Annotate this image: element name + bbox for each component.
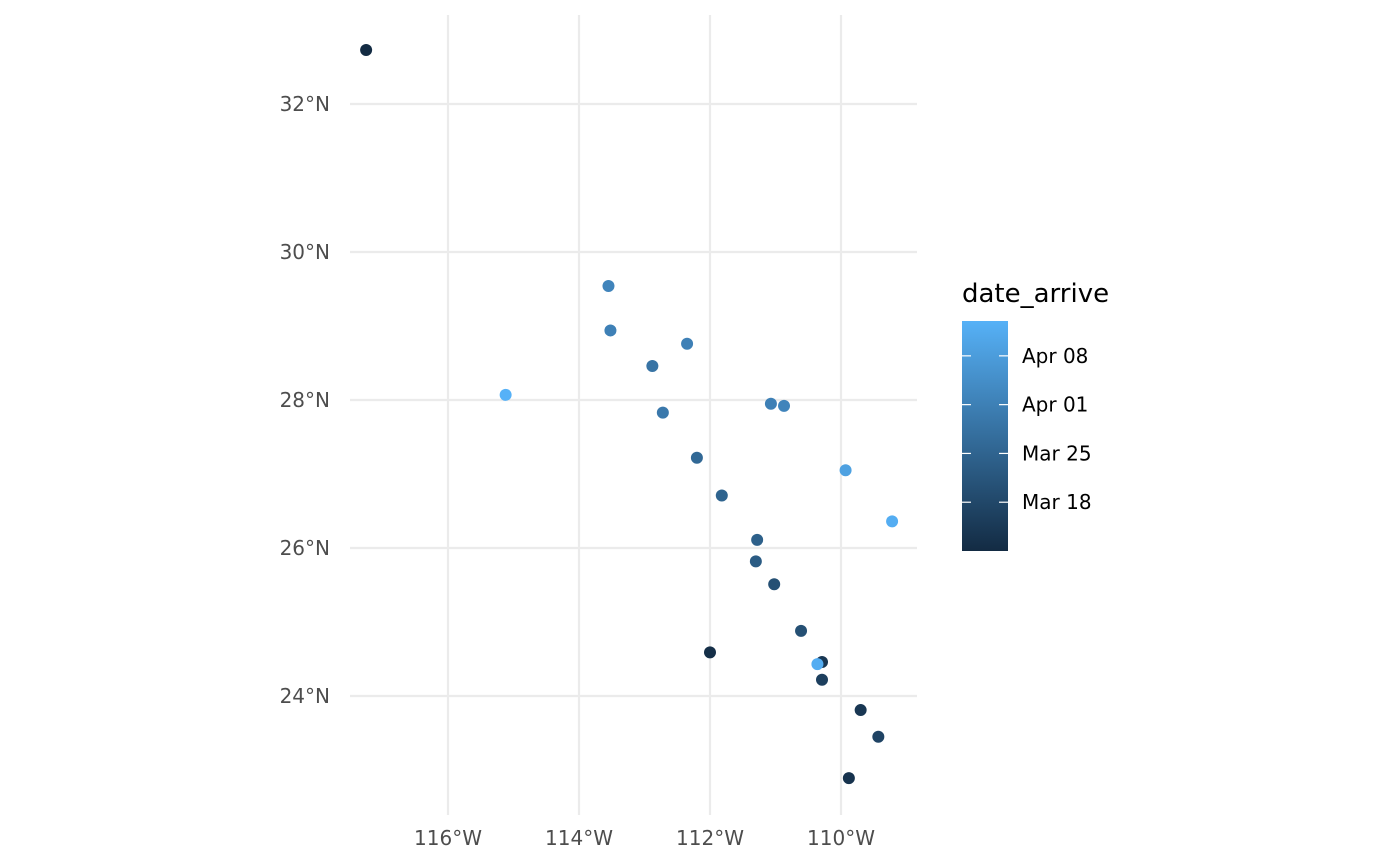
data-point [602, 280, 615, 293]
x-tick-label: 110°W [807, 826, 875, 850]
data-point [764, 397, 777, 410]
legend-label: Mar 25 [1022, 441, 1092, 465]
data-point [768, 578, 781, 591]
data-point [690, 451, 703, 464]
y-tick-label: 26°N [280, 536, 330, 560]
legend-colorbar [962, 321, 1008, 551]
data-point [499, 388, 512, 401]
data-point [778, 399, 791, 412]
data-point [646, 359, 659, 372]
x-tick-label: 114°W [545, 826, 613, 850]
data-point [811, 658, 824, 671]
x-tick-label: 112°W [676, 826, 744, 850]
y-tick-label: 28°N [280, 388, 330, 412]
data-point [749, 555, 762, 568]
color-legend: date_arrive Mar 18 Mar 25 Apr 01 Apr 08 [962, 279, 1109, 551]
y-tick-label: 30°N [280, 240, 330, 264]
x-axis-tick-labels: 116°W 114°W 112°W 110°W [414, 826, 875, 850]
data-point [795, 624, 808, 637]
data-point [704, 646, 716, 659]
data-point [872, 730, 885, 743]
data-point [839, 464, 852, 477]
legend-label: Mar 18 [1022, 490, 1092, 514]
legend-ticks: Mar 18 Mar 25 Apr 01 Apr 08 [962, 344, 1092, 514]
data-point [681, 337, 694, 350]
y-tick-label: 24°N [280, 684, 330, 708]
data-point [751, 533, 764, 546]
data-point [816, 673, 829, 686]
gridlines [350, 15, 917, 815]
data-point [360, 43, 373, 56]
data-points [360, 43, 899, 785]
data-point [604, 324, 617, 337]
data-point [715, 489, 728, 502]
x-tick-label: 116°W [414, 826, 482, 850]
data-point [854, 704, 867, 717]
y-tick-label: 32°N [280, 92, 330, 116]
legend-title: date_arrive [962, 279, 1109, 309]
legend-label: Apr 01 [1022, 393, 1088, 417]
data-point [842, 772, 855, 785]
data-point [656, 406, 669, 419]
data-point [886, 515, 899, 528]
legend-label: Apr 08 [1022, 344, 1088, 368]
y-axis-tick-labels: 24°N 26°N 28°N 30°N 32°N [280, 92, 330, 708]
